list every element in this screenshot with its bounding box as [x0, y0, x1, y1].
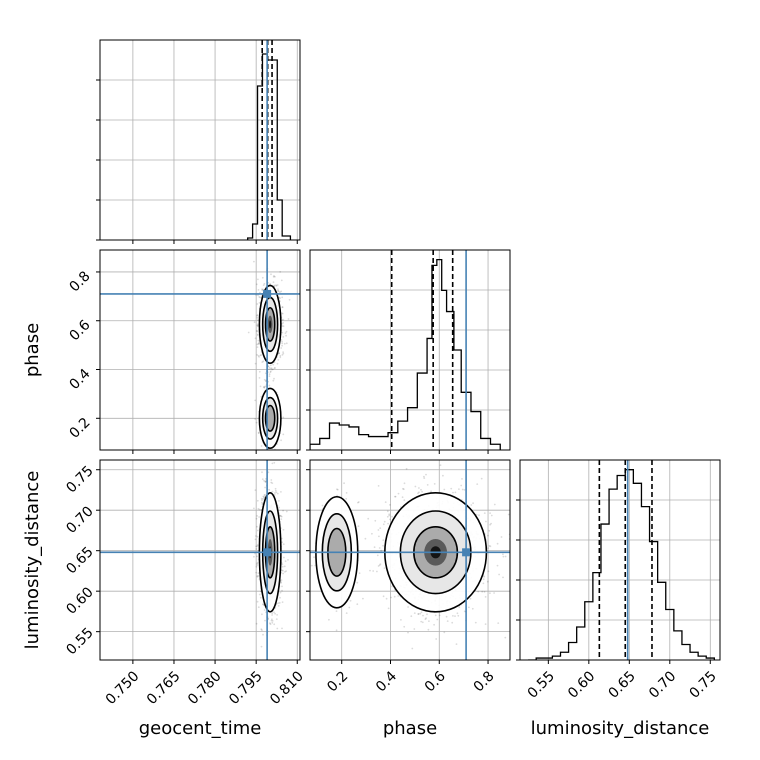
xtick-label-phase-1: 0.4 — [373, 668, 400, 695]
xtick-label-phase-2: 0.6 — [422, 668, 449, 695]
density-contour-geocent_time-phase-0-4 — [269, 320, 272, 329]
ytick-label-phase-0: 0.2 — [67, 415, 94, 442]
xtick-label-geocent_time-2: 0.780 — [185, 668, 225, 708]
xtick-label-geocent_time-0: 0.750 — [103, 668, 143, 708]
truth-marker-geocent_time-luminosity_distance — [263, 548, 272, 557]
xaxis-label-geocent_time: geocent_time — [139, 718, 262, 739]
xtick-label-phase-3: 0.8 — [471, 668, 498, 695]
joint-panel-phase-luminosity_distance — [309, 459, 511, 661]
yaxis-label-luminosity_distance: luminosity_distance — [22, 471, 43, 650]
ytick-label-luminosity_distance-0: 0.55 — [63, 625, 96, 658]
panel-frame-geocent_time-phase — [99, 249, 301, 451]
xaxis-label-phase: phase — [383, 718, 437, 739]
xtick-label-luminosity_distance-3: 0.70 — [646, 668, 679, 701]
truth-marker-phase-luminosity_distance — [462, 548, 471, 557]
joint-panel-geocent_time-phase — [99, 249, 301, 451]
histogram-geocent_time — [96, 39, 301, 241]
xtick-label-luminosity_distance-2: 0.65 — [606, 668, 639, 701]
truth-marker-geocent_time-phase — [263, 289, 272, 298]
ytick-label-phase-2: 0.6 — [67, 317, 94, 344]
ytick-label-luminosity_distance-1: 0.60 — [63, 584, 96, 617]
ytick-label-phase-1: 0.4 — [67, 366, 94, 393]
joint-panel-geocent_time-luminosity_distance — [99, 459, 301, 661]
ytick-label-luminosity_distance-4: 0.75 — [63, 463, 96, 496]
ytick-label-luminosity_distance-2: 0.65 — [63, 544, 96, 577]
histogram-luminosity_distance — [516, 459, 721, 661]
yaxis-label-phase: phase — [22, 323, 43, 377]
panel-frame-geocent_time-luminosity_distance — [99, 459, 301, 661]
histogram-step-luminosity_distance — [528, 469, 715, 660]
xtick-label-geocent_time-1: 0.765 — [144, 668, 184, 708]
xtick-label-luminosity_distance-0: 0.55 — [525, 668, 558, 701]
ytick-label-luminosity_distance-3: 0.70 — [63, 503, 96, 536]
panel-frame-phase — [309, 249, 511, 451]
xtick-label-phase-0: 0.2 — [324, 668, 351, 695]
ytick-label-phase-3: 0.8 — [67, 268, 94, 295]
histogram-step-phase — [310, 258, 501, 450]
xtick-label-geocent_time-4: 0.810 — [267, 668, 307, 708]
xtick-label-luminosity_distance-4: 0.75 — [687, 668, 720, 701]
panel-frame-phase-luminosity_distance — [309, 459, 511, 661]
histogram-phase — [306, 249, 511, 451]
histogram-step-geocent_time — [247, 53, 292, 240]
xtick-label-luminosity_distance-1: 0.60 — [565, 668, 598, 701]
panel-frame-geocent_time — [99, 39, 301, 241]
xaxis-label-luminosity_distance: luminosity_distance — [531, 718, 710, 739]
panel-frame-luminosity_distance — [519, 459, 721, 661]
xtick-label-geocent_time-3: 0.795 — [226, 668, 266, 708]
